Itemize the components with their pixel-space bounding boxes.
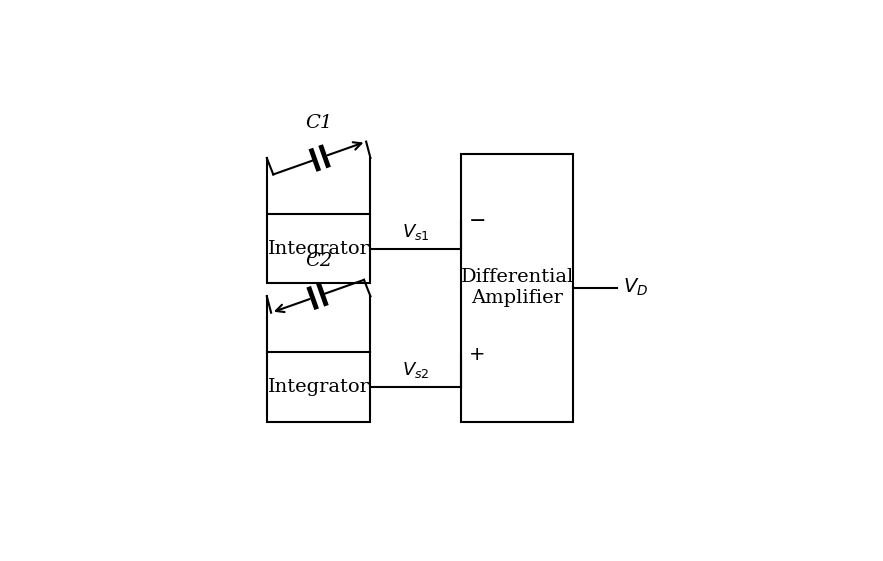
Text: $V_{s1}$: $V_{s1}$ bbox=[402, 222, 430, 242]
Text: $V_D$: $V_D$ bbox=[623, 277, 648, 298]
FancyBboxPatch shape bbox=[267, 352, 371, 421]
Text: +: + bbox=[469, 345, 486, 364]
Text: $V_{s2}$: $V_{s2}$ bbox=[402, 361, 430, 380]
Text: C1: C1 bbox=[305, 114, 332, 132]
Text: C2: C2 bbox=[305, 252, 332, 270]
Text: Differential
Amplifier: Differential Amplifier bbox=[461, 268, 574, 307]
Text: Integrator: Integrator bbox=[268, 240, 370, 257]
Text: Integrator: Integrator bbox=[268, 378, 370, 396]
FancyBboxPatch shape bbox=[461, 154, 573, 421]
FancyBboxPatch shape bbox=[267, 214, 371, 283]
Text: −: − bbox=[469, 211, 487, 231]
